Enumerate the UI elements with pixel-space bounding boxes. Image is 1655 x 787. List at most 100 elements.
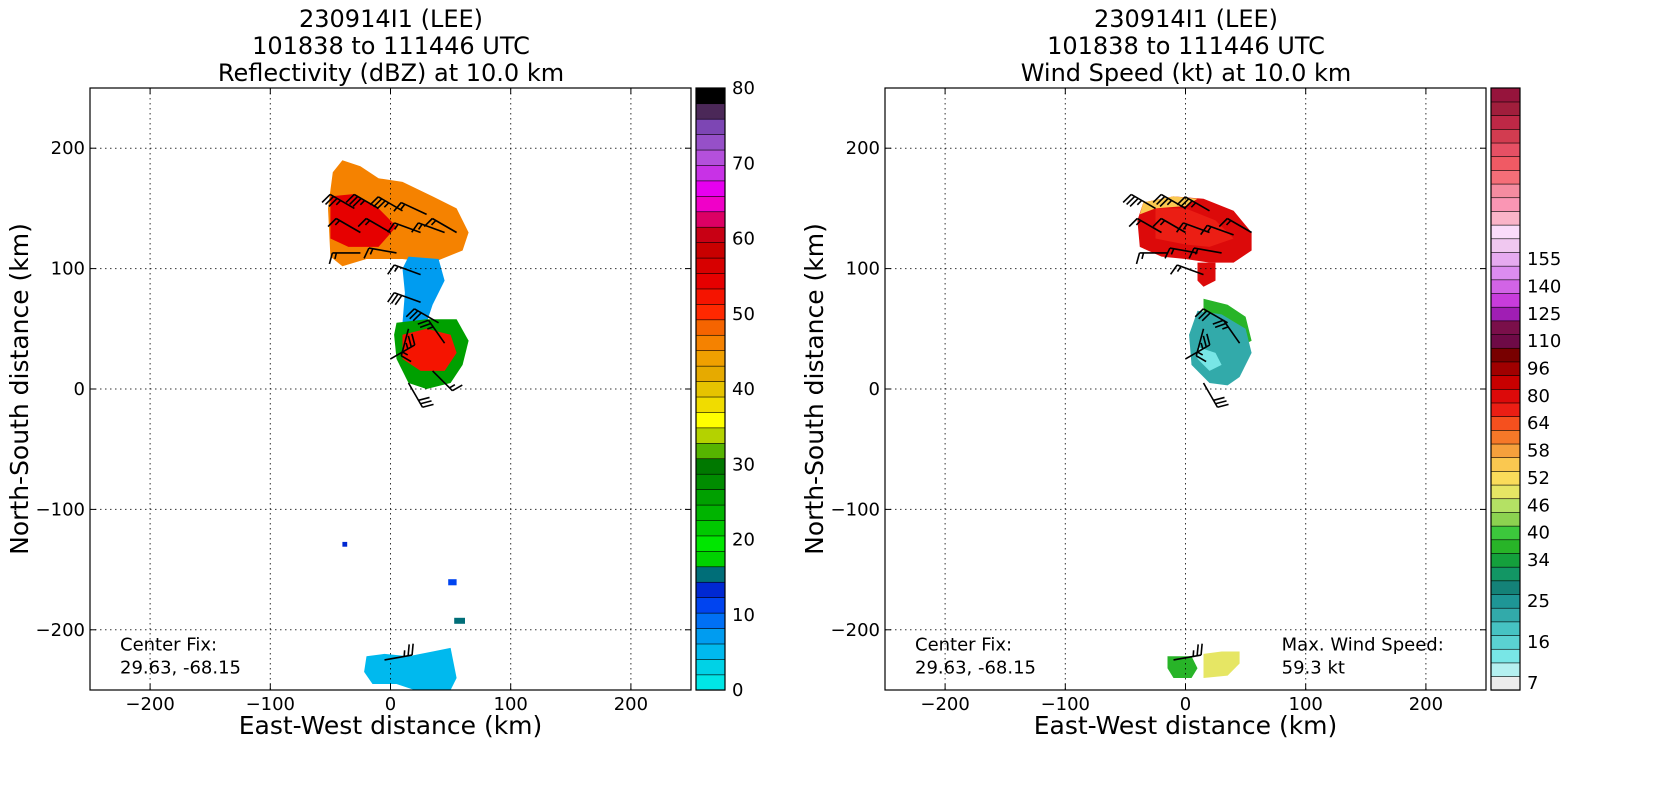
wind-barb [357, 217, 391, 234]
barb-half-flag [393, 223, 399, 230]
colorbar-segment [1490, 333, 1521, 349]
barb-full-flag [1180, 198, 1190, 208]
barb-full-flag [321, 193, 331, 203]
barb-full-flag [1218, 217, 1228, 228]
barb-full-flag [1159, 197, 1169, 207]
barb-shaft [407, 382, 424, 408]
wind-barb [328, 252, 361, 265]
colorbar-segment [1490, 251, 1521, 267]
colorbar-segment [1490, 676, 1521, 691]
wind-barb [1218, 217, 1252, 234]
colorbar-segment [695, 195, 726, 213]
x-tick-label: 100 [494, 694, 528, 715]
barb-full-flag [411, 222, 419, 233]
colorbar-tick-label: 60 [732, 229, 755, 250]
barb-full-flag [345, 193, 355, 203]
wind-barb [417, 319, 446, 344]
barb-full-flag [1214, 322, 1227, 329]
colorbar-tick-label: 46 [1527, 495, 1550, 516]
barb-half-flag [1182, 223, 1188, 230]
center-fix-note: 29.63, -68.15 [915, 657, 1036, 678]
colorbar-segment [695, 380, 726, 398]
colorbar-segment [1490, 580, 1521, 595]
colorbar-segment [1490, 429, 1521, 445]
wind-barb [1169, 264, 1204, 276]
barb-full-flag [1212, 319, 1224, 325]
barb-shaft [1160, 217, 1186, 234]
barb-shaft [1185, 344, 1211, 360]
colorbar-segment [1490, 197, 1521, 212]
barb-full-flag [1188, 247, 1195, 259]
barb-full-flag [452, 384, 463, 392]
barb-half-flag [405, 342, 409, 350]
barb-full-flag [1195, 355, 1207, 363]
barb-full-flag [1215, 400, 1227, 405]
barb-shaft [1193, 247, 1222, 254]
barb-half-flag [403, 650, 406, 657]
data-layer [1122, 193, 1252, 678]
y-axis-label: North-South distance (km) [800, 223, 829, 555]
wind-barb [1188, 247, 1222, 259]
barb-full-flag [407, 644, 410, 656]
colorbar-segment [1490, 566, 1521, 582]
barb-full-flag [420, 400, 432, 405]
colorbar-segment [695, 612, 726, 629]
chart-title-line: 230914I1 (LEE) [1094, 5, 1278, 33]
colorbar-tick-label: 34 [1527, 550, 1550, 571]
colorbar-segment [1490, 443, 1521, 459]
data-layer [321, 160, 469, 690]
center-fix-note: Center Fix: [915, 634, 1012, 655]
barb-shaft [394, 222, 421, 234]
wind-barb [1135, 252, 1168, 265]
barb-full-flag [394, 294, 403, 306]
barb-half-flag [1170, 248, 1175, 255]
barb-shaft [1130, 193, 1156, 210]
barb-shaft [400, 201, 427, 216]
data-region [364, 647, 457, 690]
colorbar-tick-label: 25 [1527, 591, 1550, 612]
barb-half-flag [400, 203, 406, 210]
colorbar-tick-label: 40 [732, 379, 755, 400]
colorbar-segment [1490, 265, 1521, 281]
barb-shaft [418, 222, 445, 234]
barb-half-flag [1176, 265, 1182, 272]
colorbar-segment [1490, 621, 1521, 636]
colorbar-segment [695, 226, 726, 243]
barb-full-flag [1169, 264, 1178, 275]
colorbar-segment [1490, 128, 1521, 144]
barb-shaft [394, 291, 421, 304]
data-region [1189, 310, 1252, 386]
colorbar-segment [1490, 156, 1521, 171]
wind-barb [1176, 196, 1210, 212]
wind-barb [432, 370, 463, 392]
barb-shaft [1184, 196, 1210, 212]
colorbar-segment [695, 658, 726, 676]
barb-shaft [427, 319, 446, 344]
x-tick-label: 100 [1289, 694, 1323, 715]
barb-half-flag [1166, 199, 1173, 206]
x-tick-label: −200 [125, 694, 174, 715]
barb-full-flag [387, 292, 395, 303]
y-tick-label: −100 [36, 499, 85, 520]
data-region [1197, 346, 1222, 371]
data-region [402, 328, 457, 371]
colorbar-tick-label: 16 [1527, 632, 1550, 653]
colorbar-tick-label: 20 [732, 530, 755, 551]
barb-full-flag [1152, 217, 1162, 228]
barb-full-flag [418, 396, 430, 402]
colorbar-tick-label: 64 [1527, 413, 1550, 434]
colorbar-tick-label: 52 [1527, 468, 1550, 489]
barb-full-flag [363, 247, 370, 259]
barb-shaft [1222, 319, 1241, 344]
colorbar-segment [695, 504, 726, 521]
barb-shaft [384, 654, 413, 661]
barb-half-flag [1136, 199, 1143, 206]
y-tick-label: −200 [831, 620, 880, 641]
colorbar-segment [695, 180, 726, 197]
barb-full-flag [1183, 200, 1193, 210]
y-axis-label: North-South distance (km) [5, 223, 34, 555]
colorbar-segment [1490, 388, 1521, 404]
colorbar-segment [695, 396, 726, 413]
barb-full-flag [1200, 643, 1203, 656]
barb-full-flag [1213, 396, 1225, 402]
